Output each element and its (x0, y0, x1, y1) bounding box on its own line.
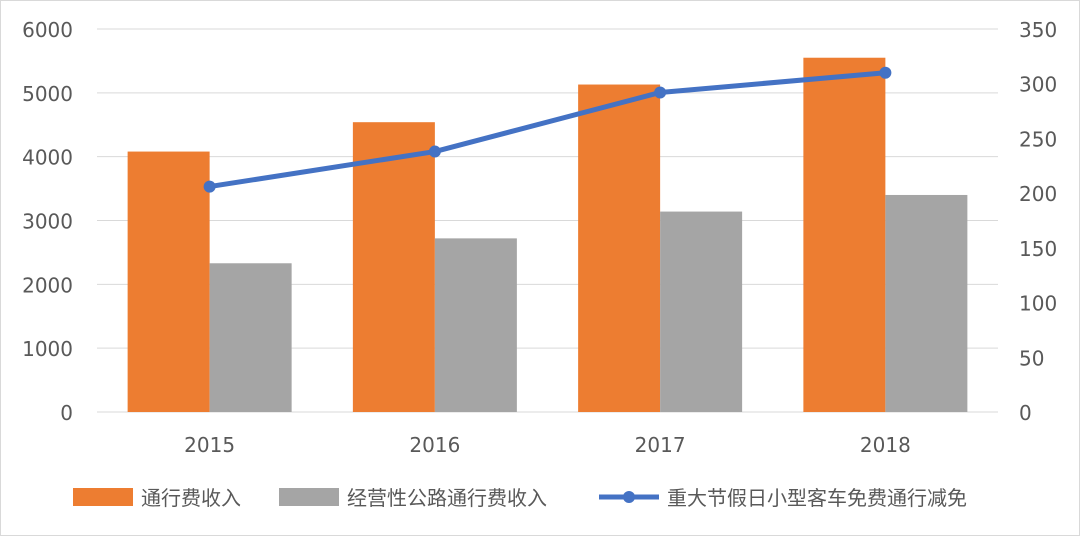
x-tick-label: 2016 (409, 433, 460, 457)
line-point (428, 145, 441, 158)
series-line (209, 70, 886, 190)
y-right-tick-label: 350 (1019, 18, 1057, 42)
y-axis-right: 0 50 100 150 200 250 300 350 (1019, 18, 1057, 425)
x-tick-label: 2015 (184, 433, 235, 457)
bar-series (127, 57, 968, 413)
y-left-tick-label: 6000 (22, 18, 73, 42)
x-tick-label: 2017 (635, 433, 686, 457)
bar (127, 151, 210, 412)
y-left-tick-label: 1000 (22, 337, 73, 361)
y-axis-left: 0 1000 2000 3000 4000 5000 6000 (22, 18, 73, 425)
y-left-tick-label: 4000 (22, 146, 73, 170)
line-point (203, 180, 216, 193)
legend-swatch (73, 488, 133, 506)
y-right-tick-label: 50 (1019, 346, 1044, 370)
line-series (203, 66, 892, 193)
legend-marker (623, 491, 635, 503)
y-left-tick-label: 5000 (22, 82, 73, 106)
y-left-tick-label: 0 (60, 401, 73, 425)
bar (434, 238, 517, 412)
legend-label: 重大节假日小型客车免费通行减免 (667, 486, 967, 510)
y-right-tick-label: 300 (1019, 73, 1057, 97)
y-right-tick-label: 0 (1019, 401, 1032, 425)
bar (885, 194, 968, 412)
bar (209, 263, 292, 412)
line-point (654, 86, 667, 99)
legend-label: 通行费收入 (141, 486, 241, 510)
bar (352, 122, 435, 413)
bar (660, 211, 743, 412)
bar (803, 57, 886, 412)
y-left-tick-label: 2000 (22, 273, 73, 297)
legend-swatch (279, 488, 339, 506)
y-right-tick-label: 150 (1019, 237, 1057, 261)
bar (578, 84, 661, 412)
y-right-tick-label: 250 (1019, 127, 1057, 151)
legend: 通行费收入 经营性公路通行费收入 重大节假日小型客车免费通行减免 (73, 486, 967, 510)
x-tick-label: 2018 (860, 433, 911, 457)
legend-label: 经营性公路通行费收入 (347, 486, 547, 510)
x-axis: 2015 2016 2017 2018 (184, 433, 911, 457)
y-right-tick-label: 200 (1019, 182, 1057, 206)
y-right-tick-label: 100 (1019, 292, 1057, 316)
y-left-tick-label: 3000 (22, 210, 73, 234)
line-point (879, 66, 892, 79)
